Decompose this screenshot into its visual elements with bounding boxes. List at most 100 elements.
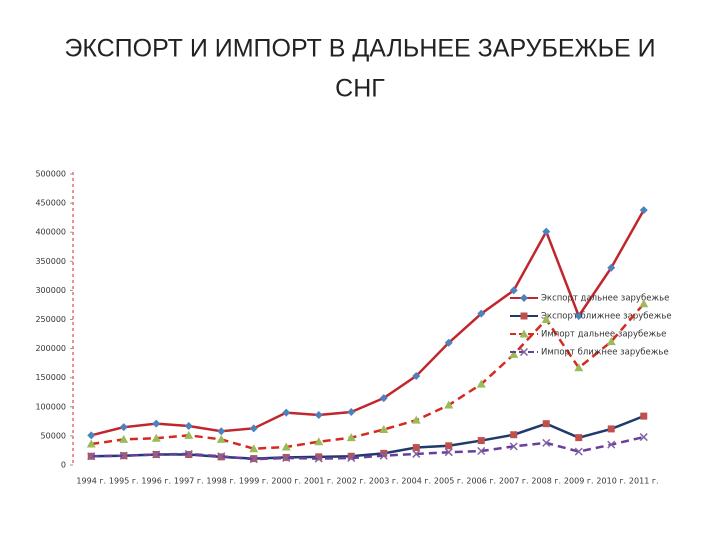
x-tick-label: 1998 г. bbox=[206, 477, 236, 486]
point bbox=[314, 437, 324, 446]
y-tick-label: 500000 bbox=[35, 170, 66, 179]
x-tick-label: 2003 г. bbox=[369, 477, 399, 486]
y-tick-label: 100000 bbox=[35, 402, 66, 411]
point bbox=[509, 349, 519, 358]
x-tick-label: 2004 г. bbox=[401, 477, 431, 486]
x-tick-label: 2009 г. bbox=[564, 477, 594, 486]
point bbox=[249, 444, 259, 453]
point bbox=[640, 412, 648, 420]
legend-label: Экспорт ближнее зарубежье bbox=[541, 312, 672, 322]
point bbox=[639, 206, 648, 215]
point bbox=[217, 452, 226, 461]
point bbox=[411, 415, 421, 424]
point bbox=[314, 410, 323, 419]
x-tick-label: 2008 г. bbox=[531, 477, 561, 486]
y-tick-label: 150000 bbox=[35, 373, 66, 382]
point bbox=[282, 408, 291, 417]
point bbox=[509, 286, 518, 295]
point bbox=[445, 442, 453, 450]
point bbox=[476, 379, 486, 388]
point bbox=[477, 447, 486, 456]
legend-marker bbox=[519, 329, 529, 338]
y-tick-label: 300000 bbox=[35, 286, 66, 295]
point bbox=[347, 408, 356, 417]
chart-title: СНГ bbox=[335, 75, 385, 103]
point bbox=[281, 442, 291, 451]
point bbox=[87, 452, 96, 461]
x-tick-label: 1996 г. bbox=[141, 477, 171, 486]
y-tick-label: 200000 bbox=[35, 344, 66, 353]
point bbox=[86, 439, 96, 448]
point bbox=[444, 448, 453, 457]
point bbox=[542, 420, 550, 428]
point bbox=[184, 422, 193, 431]
y-tick-label: 50000 bbox=[41, 431, 66, 440]
point bbox=[119, 423, 128, 432]
y-tick-label: 400000 bbox=[35, 228, 66, 237]
point bbox=[412, 449, 421, 458]
point bbox=[249, 455, 258, 464]
x-tick-label: 1994 г. bbox=[76, 477, 106, 486]
x-tick-label: 2005 г. bbox=[434, 477, 464, 486]
y-tick-label: 450000 bbox=[35, 199, 66, 208]
point bbox=[119, 434, 129, 443]
point bbox=[607, 263, 616, 272]
point bbox=[412, 371, 421, 380]
point bbox=[151, 433, 161, 442]
point bbox=[184, 430, 194, 439]
point bbox=[249, 424, 258, 433]
point bbox=[379, 424, 389, 433]
point bbox=[119, 451, 128, 460]
point bbox=[346, 433, 356, 442]
legend-marker bbox=[519, 347, 529, 357]
series-line bbox=[91, 302, 645, 450]
point bbox=[217, 427, 226, 436]
legend-label: Импорт ближнее зарубежье bbox=[541, 348, 669, 358]
x-tick-label: 1999 г. bbox=[239, 477, 269, 486]
series-line bbox=[91, 435, 645, 461]
point bbox=[607, 440, 616, 449]
x-tick-label: 2011 г. bbox=[629, 477, 659, 486]
chart-title: ЭКСПОРТ И ИМПОРТ В ДАЛЬНЕЕ ЗАРУБЕЖЬЕ И bbox=[64, 35, 655, 63]
y-tick-label: 0 bbox=[61, 461, 66, 470]
point bbox=[607, 425, 615, 433]
point bbox=[574, 363, 584, 372]
point bbox=[347, 453, 356, 463]
point bbox=[639, 299, 649, 308]
x-tick-label: 2002 г. bbox=[336, 477, 366, 486]
point bbox=[574, 447, 583, 456]
point bbox=[509, 442, 518, 451]
point bbox=[152, 419, 161, 428]
point bbox=[87, 431, 96, 440]
point bbox=[444, 400, 454, 409]
point bbox=[542, 438, 551, 447]
point bbox=[444, 338, 453, 347]
point bbox=[477, 437, 485, 445]
point bbox=[541, 315, 551, 323]
x-tick-label: 1997 г. bbox=[174, 477, 204, 486]
series-line bbox=[90, 209, 645, 437]
y-tick-label: 350000 bbox=[35, 257, 66, 266]
point bbox=[606, 337, 616, 346]
point bbox=[380, 449, 388, 457]
y-tick-label: 250000 bbox=[35, 315, 66, 324]
point bbox=[379, 394, 388, 403]
point bbox=[282, 453, 291, 463]
x-tick-label: 2001 г. bbox=[304, 477, 334, 486]
point bbox=[347, 452, 355, 460]
legend-marker bbox=[520, 312, 528, 320]
point bbox=[477, 309, 486, 318]
point bbox=[315, 453, 323, 461]
point bbox=[184, 449, 193, 458]
point bbox=[510, 431, 518, 439]
x-tick-label: 2000 г. bbox=[271, 477, 301, 486]
point bbox=[574, 312, 583, 321]
x-tick-label: 2006 г. bbox=[466, 477, 496, 486]
point bbox=[575, 434, 583, 442]
x-tick-label: 2007 г. bbox=[499, 477, 529, 486]
point bbox=[412, 444, 420, 452]
x-tick-label: 1995 г. bbox=[109, 477, 139, 486]
point bbox=[542, 227, 551, 236]
legend-marker bbox=[520, 294, 528, 302]
